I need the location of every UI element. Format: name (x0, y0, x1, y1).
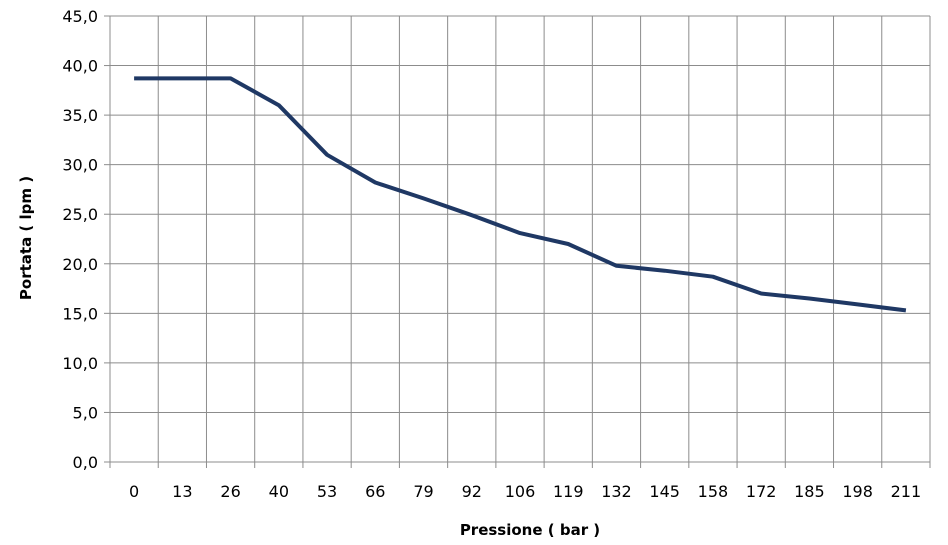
axes (104, 15, 931, 468)
y-tick-label: 20,0 (62, 255, 98, 274)
x-tick-label: 172 (746, 482, 777, 501)
y-tick-label: 40,0 (62, 57, 98, 76)
x-tick-label: 79 (413, 482, 433, 501)
x-tick-label: 13 (172, 482, 192, 501)
x-tick-label: 40 (269, 482, 289, 501)
x-tick-label: 0 (129, 482, 139, 501)
x-tick-label: 66 (365, 482, 385, 501)
series-group (134, 76, 907, 313)
x-tick-label: 145 (649, 482, 680, 501)
y-tick-label: 30,0 (62, 156, 98, 175)
grid-lines (110, 15, 931, 462)
y-tick-label: 10,0 (62, 354, 98, 373)
x-tick-label: 106 (505, 482, 536, 501)
y-tick-label: 15,0 (62, 304, 98, 323)
y-tick-label: 25,0 (62, 205, 98, 224)
y-tick-label: 35,0 (62, 106, 98, 125)
x-tick-label: 119 (553, 482, 584, 501)
x-tick-label: 92 (462, 482, 482, 501)
y-axis-title: Portata ( lpm ) (17, 176, 35, 300)
x-tick-label: 53 (317, 482, 337, 501)
x-tick-label: 211 (891, 482, 922, 501)
x-tick-label: 158 (698, 482, 729, 501)
y-axis-tick-labels: 0,0 5,0 10,0 15,0 20,0 25,0 30,0 35,0 40,0 45,0 (62, 7, 98, 472)
y-tick-label: 5,0 (73, 403, 98, 422)
x-tick-label: 132 (601, 482, 632, 501)
series-line (134, 76, 907, 313)
x-tick-label: 26 (220, 482, 240, 501)
x-tick-label: 198 (842, 482, 873, 501)
y-tick-label: 0,0 (73, 453, 98, 472)
x-axis-title: Pressione ( bar ) (460, 521, 600, 539)
x-axis-tick-labels: 0 13 26 40 53 66 79 92 106 119 132 145 158 172 185 198 2… (129, 482, 921, 501)
x-tick-label: 185 (794, 482, 825, 501)
y-tick-label: 45,0 (62, 7, 98, 26)
